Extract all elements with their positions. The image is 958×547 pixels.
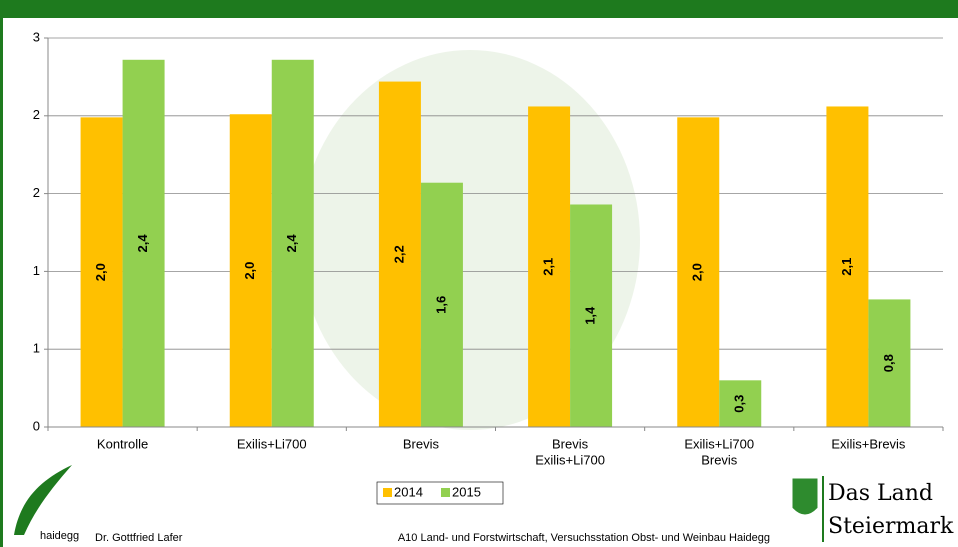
bar bbox=[528, 106, 571, 428]
author: Dr. Gottfried Lafer bbox=[95, 532, 183, 544]
x-tick-label: Kontrolle bbox=[97, 436, 148, 451]
x-tick-label: Exilis+Brevis bbox=[831, 436, 906, 451]
y-tick-label: 2 bbox=[33, 185, 40, 200]
x-tick-label: Brevis bbox=[403, 436, 440, 451]
logo-text: haidegg bbox=[40, 530, 79, 542]
value-label: 0,8 bbox=[881, 354, 896, 372]
legend-label: 2014 bbox=[394, 484, 423, 499]
y-tick-label: 0 bbox=[33, 418, 40, 433]
coat-of-arms bbox=[791, 477, 819, 516]
bar bbox=[677, 117, 720, 427]
bar bbox=[378, 81, 421, 428]
x-tick-label: Brevis bbox=[701, 452, 738, 467]
institution: A10 Land- und Forstwirtschaft, Versuchss… bbox=[398, 532, 770, 544]
value-label: 2,1 bbox=[839, 258, 854, 276]
value-label: 2,0 bbox=[93, 263, 108, 281]
legend-box bbox=[376, 481, 504, 505]
left-border bbox=[0, 18, 3, 547]
legend-swatch bbox=[441, 488, 450, 497]
y-tick-label: 1 bbox=[33, 341, 40, 356]
y-tick-label: 1 bbox=[33, 263, 40, 278]
x-tick-label: Brevis bbox=[552, 436, 589, 451]
brand-divider bbox=[822, 476, 824, 542]
bar bbox=[826, 106, 869, 428]
legend-label: 2015 bbox=[452, 484, 481, 499]
y-tick-label: 2 bbox=[33, 107, 40, 122]
value-label: 2,4 bbox=[135, 234, 150, 253]
value-label: 2,0 bbox=[690, 263, 705, 281]
legend: 2014 2015 bbox=[376, 481, 504, 505]
value-label: 2,2 bbox=[391, 245, 406, 263]
bar bbox=[80, 117, 123, 427]
value-label: 1,4 bbox=[583, 306, 598, 325]
header-bar bbox=[0, 0, 958, 18]
y-tick-label: 3 bbox=[33, 29, 40, 44]
value-label: 2,0 bbox=[242, 262, 257, 280]
bar bbox=[271, 59, 314, 428]
x-tick-label: Exilis+Li700 bbox=[684, 436, 754, 451]
bar bbox=[420, 182, 463, 427]
x-tick-label: Exilis+Li700 bbox=[237, 436, 307, 451]
haidegg-logo bbox=[14, 465, 72, 535]
value-label: 1,6 bbox=[433, 296, 448, 314]
value-label: 2,1 bbox=[541, 258, 556, 276]
value-label: 2,4 bbox=[284, 234, 299, 253]
bar bbox=[719, 380, 762, 427]
brand-line1: Das Land bbox=[828, 481, 933, 506]
x-tick-label: Exilis+Li700 bbox=[535, 452, 605, 467]
plot: 0 1 1 2 2 3 Kontrolle 2,0 2,4 Exilis+Li700 2,0 2,4 B… bbox=[33, 29, 944, 505]
bar bbox=[570, 204, 613, 427]
bar bbox=[122, 59, 165, 428]
value-label: 0,3 bbox=[732, 395, 747, 413]
brand-line2: Steiermark bbox=[828, 514, 954, 539]
legend-swatch bbox=[383, 488, 392, 497]
bar bbox=[229, 114, 272, 427]
bar bbox=[868, 299, 911, 427]
